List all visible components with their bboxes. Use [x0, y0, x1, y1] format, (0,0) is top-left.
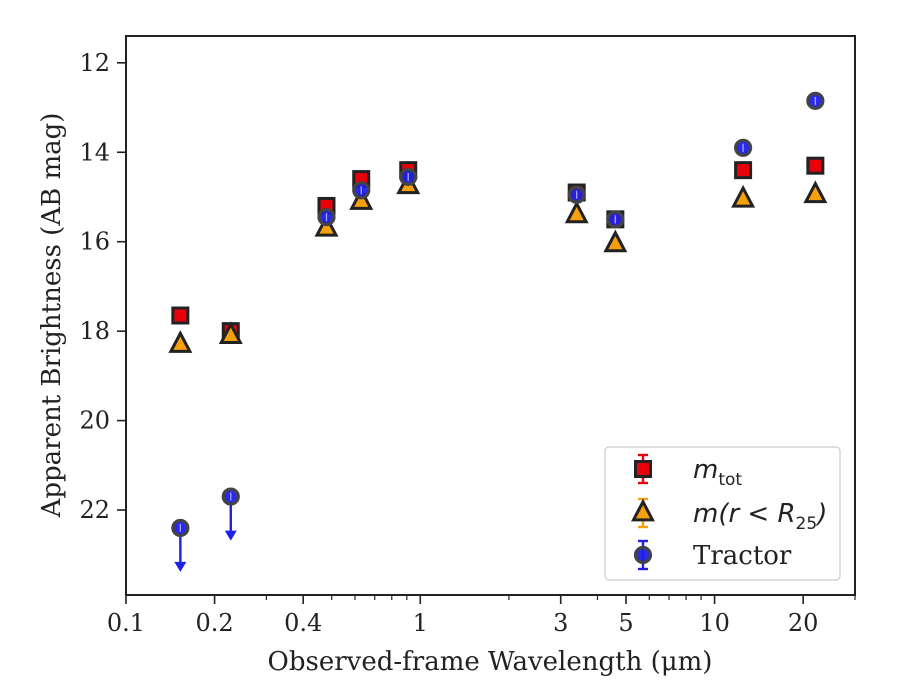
- legend-box: [604, 446, 841, 581]
- triangle-point: [731, 184, 756, 208]
- legend-entry-triangle: m(r < R25): [631, 497, 827, 534]
- x-tick-label: 1: [413, 609, 428, 637]
- y-axis-label: Apparent Brightness (AB mag): [37, 113, 67, 519]
- y-tick-label: 16: [79, 228, 110, 256]
- x-tick-label: 3: [553, 609, 568, 637]
- legend-label: m(r < R25): [693, 499, 827, 534]
- x-tick-label: 20: [788, 609, 819, 637]
- legend-label: Tractor: [693, 541, 792, 571]
- series-circle: [171, 91, 825, 572]
- y-axis-ticks: 12 14 16 18 20 22: [79, 49, 126, 524]
- triangle-point: [603, 229, 628, 253]
- legend-triangle-marker: [631, 498, 655, 522]
- legend-entry-square: mtot: [634, 453, 742, 490]
- x-axis-label: Observed-frame Wavelength (μm): [268, 647, 713, 677]
- axes: 0.1 0.2 0.4 1 3 5 10 20 12 14 16 18 20 22: [79, 35, 856, 637]
- x-tick-label: 0.4: [284, 609, 322, 637]
- upper-limit-arrow-head: [174, 561, 187, 572]
- legend-entries: mtot m(r < R25) Tractor: [631, 453, 827, 571]
- legend-entry-circle: Tractor: [633, 539, 792, 571]
- y-tick-label: 20: [79, 407, 110, 435]
- x-tick-label: 10: [699, 609, 730, 637]
- data-marks: [168, 91, 828, 572]
- legend-label: mtot: [693, 455, 742, 490]
- series-square: [171, 156, 825, 341]
- y-tick-label: 14: [79, 138, 110, 166]
- y-tick-label: 12: [79, 49, 110, 77]
- legend: mtot m(r < R25) Tractor: [604, 446, 841, 581]
- series-triangle: [168, 171, 828, 353]
- triangle-point: [803, 180, 828, 204]
- triangle-point: [168, 330, 193, 353]
- x-tick-label: 5: [618, 609, 633, 637]
- legend-square-marker: [634, 460, 652, 478]
- x-tick-label: 0.1: [107, 609, 145, 637]
- y-tick-label: 22: [79, 496, 110, 524]
- y-tick-label: 18: [79, 317, 110, 345]
- plot-frame: [125, 35, 856, 596]
- triangle-point: [564, 200, 589, 224]
- x-axis-ticks: 0.1 0.2 0.4 1 3 5 10 20: [107, 595, 856, 637]
- upper-limit-arrow-head: [224, 530, 237, 541]
- triangle-point: [218, 321, 243, 344]
- legend-circle-marker: [633, 545, 653, 565]
- x-tick-label: 0.2: [196, 609, 234, 637]
